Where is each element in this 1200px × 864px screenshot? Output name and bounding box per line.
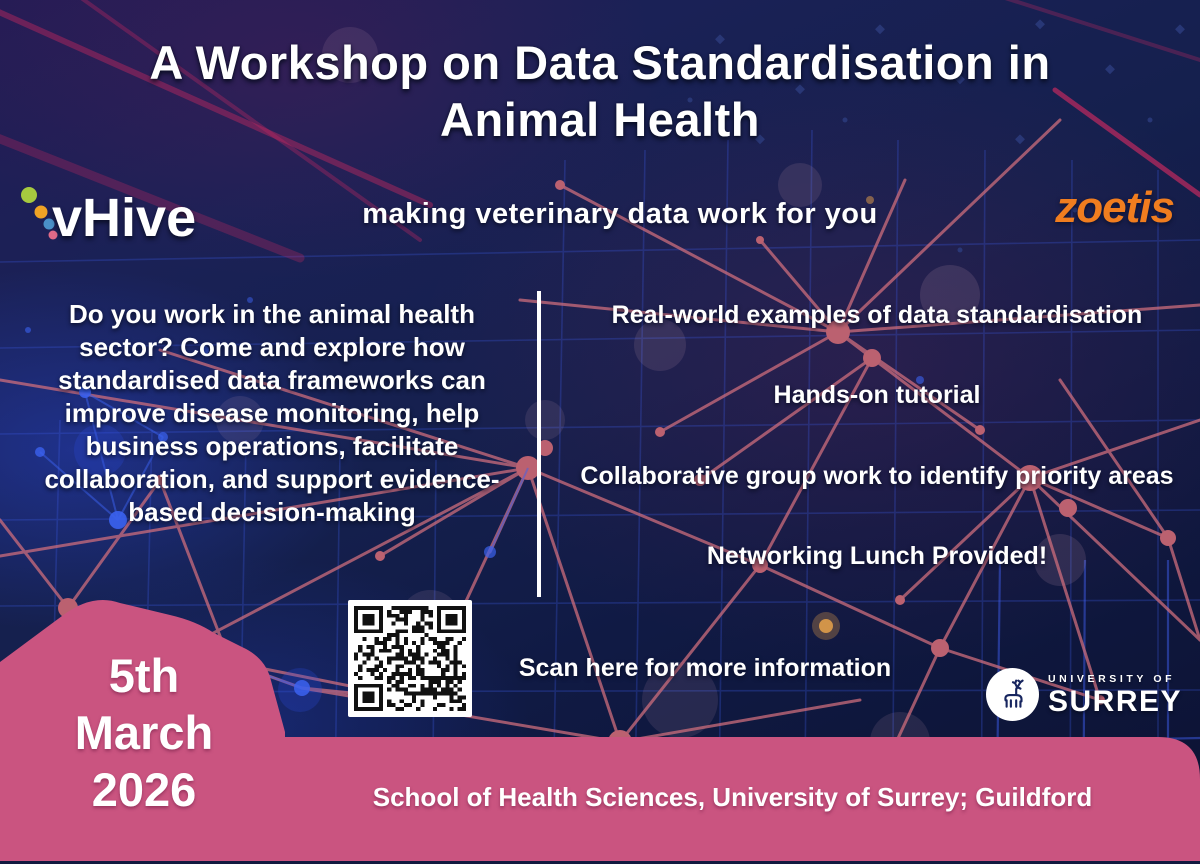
event-date-day: 5th	[108, 649, 180, 702]
stag-icon	[986, 668, 1039, 721]
qr-code	[348, 600, 472, 717]
surrey-wordmark: UNIVERSITY OF SURREY	[1048, 673, 1182, 717]
surrey-university-of: UNIVERSITY OF	[1048, 672, 1176, 685]
title-line-1: A Workshop on Data Standardisation in	[149, 36, 1051, 89]
surrey-name: SURREY	[1048, 684, 1183, 718]
event-date-year: 2026	[91, 763, 197, 816]
vhive-logo: vHive	[14, 180, 197, 249]
footer-location: School of Health Sciences, University of…	[372, 782, 1093, 812]
vhive-dots-icon	[21, 187, 58, 240]
surrey-logo: UNIVERSITY OF SURREY	[986, 668, 1182, 721]
list-item: Real-world examples of data standardisat…	[611, 301, 1143, 329]
zoetis-logo: zoetis	[1055, 183, 1175, 232]
highlights-list: Real-world examples of data standardisat…	[562, 300, 1192, 572]
qr-caption: Scan here for more information	[518, 654, 892, 682]
page-title: A Workshop on Data Standardisation in An…	[0, 34, 1200, 148]
title-line-2: Animal Health	[440, 93, 760, 146]
list-item: Hands-on tutorial	[773, 381, 981, 410]
list-item: Collaborative group work to identify pri…	[580, 461, 1174, 490]
column-divider	[537, 291, 541, 597]
event-date: 5th March 2026	[0, 647, 288, 818]
vhive-wordmark: vHive	[52, 188, 197, 249]
list-item: Networking Lunch Provided!	[706, 541, 1048, 570]
event-date-month: March	[74, 706, 214, 759]
tagline: making veterinary data work for you	[362, 198, 878, 230]
pink-footer-shape	[0, 599, 1200, 864]
intro-paragraph: Do you work in the animal health sector?…	[44, 299, 500, 527]
